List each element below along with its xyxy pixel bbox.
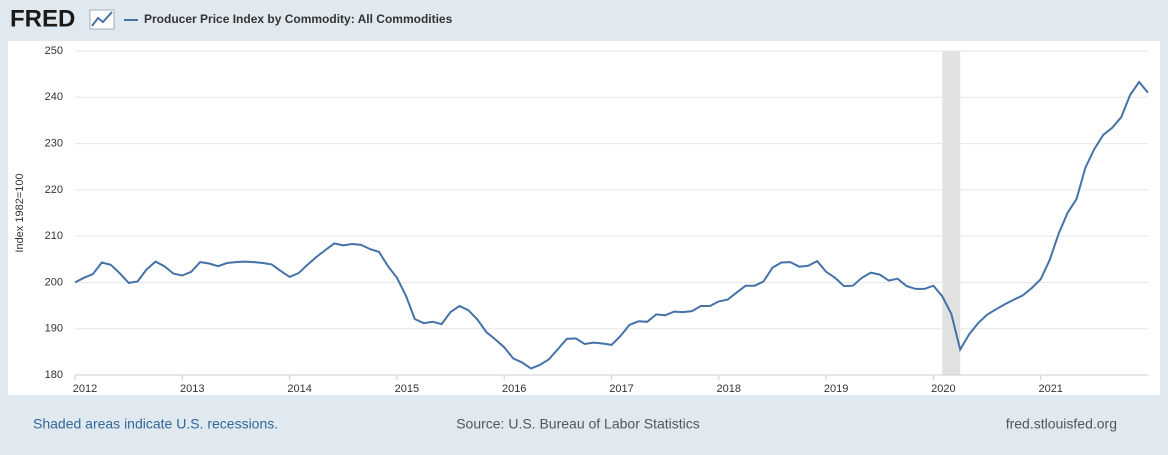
- y-tick-label: 190: [45, 323, 63, 335]
- x-tick-label: 2014: [287, 383, 311, 395]
- y-tick-label: 230: [45, 137, 63, 149]
- legend-label: Producer Price Index by Commodity: All C…: [144, 12, 453, 26]
- y-tick-label: 180: [45, 369, 63, 381]
- x-tick-label: 2013: [180, 383, 204, 395]
- y-axis-label: Index 1982=100: [14, 173, 26, 252]
- x-tick-label: 2020: [931, 383, 955, 395]
- x-tick-label: 2015: [395, 383, 419, 395]
- logo-icon: [89, 9, 115, 30]
- y-tick-label: 240: [45, 91, 63, 103]
- plot-panel: [8, 41, 1160, 395]
- recession-band: [942, 51, 961, 375]
- x-tick-label: 2016: [502, 383, 526, 395]
- series-line: [74, 80, 1149, 370]
- x-tick-label: 2021: [1038, 383, 1062, 395]
- logo: FRED: [10, 5, 75, 32]
- x-tick-label: 2019: [824, 383, 848, 395]
- y-tick-label: 210: [45, 230, 63, 242]
- recession-note[interactable]: Shaded areas indicate U.S. recessions.: [33, 416, 278, 432]
- x-tick-label: 2012: [73, 383, 97, 395]
- site-url[interactable]: fred.stlouisfed.org: [1006, 416, 1117, 432]
- y-tick-label: 250: [45, 45, 63, 57]
- y-tick-label: 200: [45, 276, 63, 288]
- x-tick-label: 2017: [609, 383, 633, 395]
- y-tick-label: 220: [45, 184, 63, 196]
- x-tick-label: 2018: [717, 383, 741, 395]
- source: Source: U.S. Bureau of Labor Statistics: [456, 416, 700, 432]
